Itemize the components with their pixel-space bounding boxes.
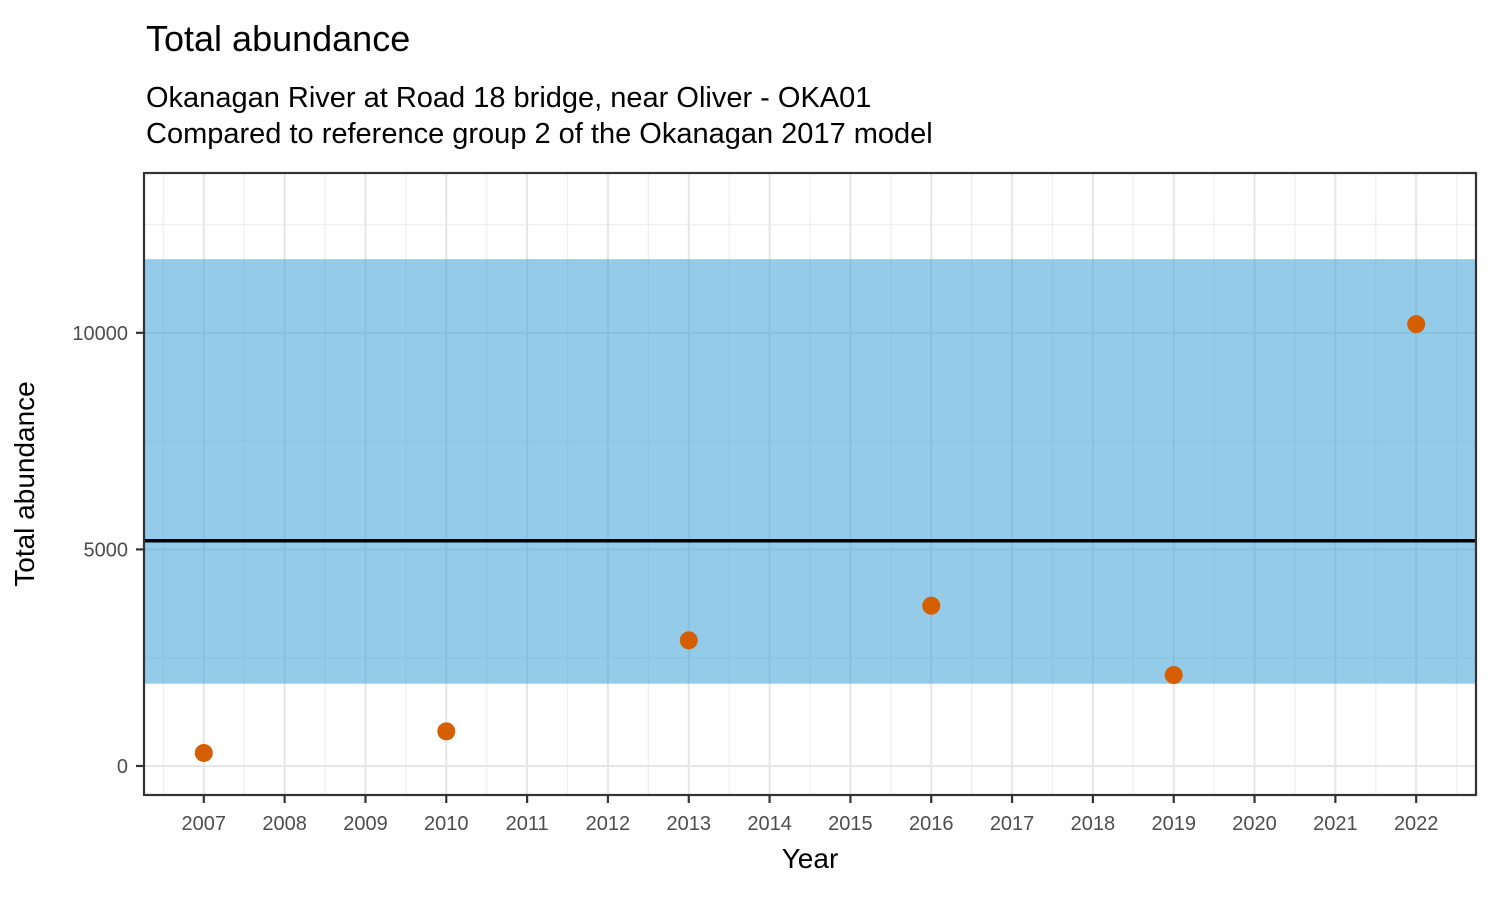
y-tick-label: 0 [117,756,128,778]
chart-title: Total abundance [146,18,411,59]
x-axis-title: Year [782,843,839,874]
data-point [1407,315,1426,334]
data-point [437,722,456,741]
x-tick-label: 2017 [990,813,1035,835]
data-point [679,631,698,650]
y-axis-title: Total abundance [9,381,40,587]
x-tick-label: 2019 [1151,813,1196,835]
x-tick-label: 2020 [1232,813,1277,835]
chart-subtitle-line1: Okanagan River at Road 18 bridge, near O… [146,82,872,114]
data-point [194,743,213,762]
x-tick-label: 2021 [1313,813,1358,835]
x-tick-label: 2014 [747,813,792,835]
x-tick-label: 2009 [343,813,388,835]
panel-border [142,171,1478,797]
chart-subtitle-line2: Compared to reference group 2 of the Oka… [146,118,933,150]
x-tick-label: 2018 [1071,813,1116,835]
x-tick-label: 2008 [262,813,307,835]
data-point [1164,666,1183,685]
chart-subtitle: Okanagan River at Road 18 bridge, near O… [146,80,933,152]
x-tick-label: 2015 [828,813,873,835]
y-tick-label: 5000 [84,539,129,561]
x-tick-label: 2007 [182,813,227,835]
y-tick-label: 10000 [72,323,128,345]
data-point [922,596,941,615]
x-tick-label: 2010 [424,813,469,835]
x-tick-label: 2011 [506,813,549,835]
x-tick-label: 2013 [667,813,712,835]
reference-band [144,259,1476,684]
x-tick-label: 2016 [909,813,954,835]
x-tick-label: 2022 [1394,813,1439,835]
x-tick-label: 2012 [586,813,631,835]
